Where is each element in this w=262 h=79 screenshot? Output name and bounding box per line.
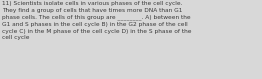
Text: 11) Scientists isolate cells in various phases of the cell cycle.
They find a gr: 11) Scientists isolate cells in various … bbox=[2, 1, 192, 40]
